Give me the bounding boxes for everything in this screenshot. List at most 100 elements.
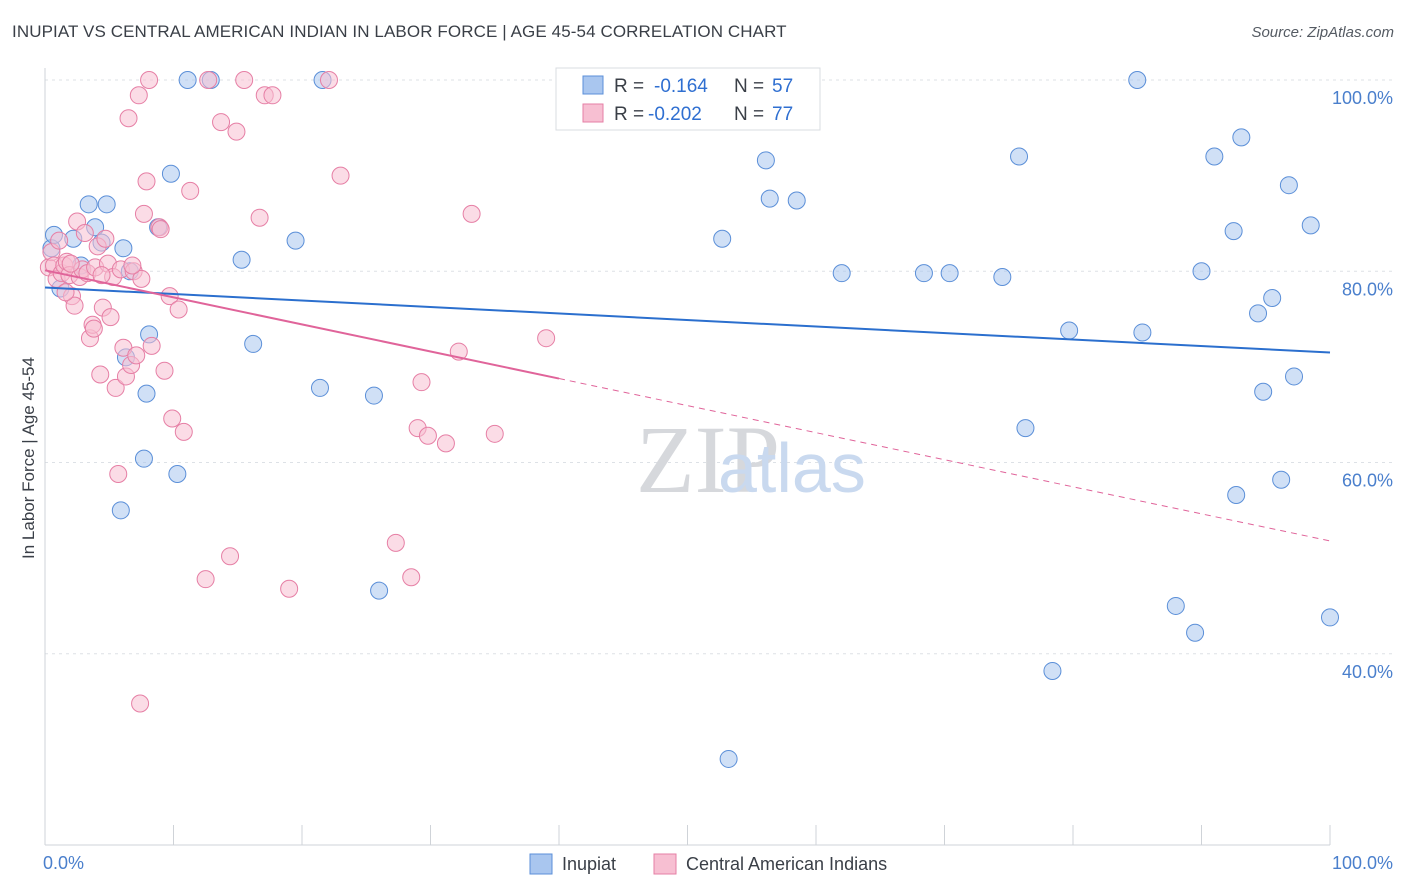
inupiat-point	[134, 449, 153, 468]
central-american-point	[84, 319, 103, 338]
central-american-point	[96, 229, 115, 248]
central-american-point	[137, 172, 156, 191]
inupiat-point	[1301, 216, 1320, 235]
tick-labels: 40.0% 60.0% 80.0% 100.0% 0.0% 100.0%	[43, 88, 1393, 873]
central-american-point	[250, 208, 269, 227]
inupiat-point	[1192, 262, 1211, 281]
trendline-inupiat	[44, 286, 1331, 354]
inupiat-point	[713, 229, 732, 248]
inupiat-point	[161, 164, 180, 183]
inupiat-point	[1060, 321, 1079, 340]
central-american-point	[280, 579, 299, 598]
inupiat-point	[1249, 304, 1268, 323]
stats-n-label-inupiat: N =	[734, 76, 764, 97]
inupiat-point	[114, 239, 133, 258]
central-american-point	[263, 86, 282, 105]
central-american-point	[412, 373, 431, 392]
watermark-zip: ZIP	[636, 406, 780, 513]
central-american-point	[221, 547, 240, 566]
inupiat-point	[370, 581, 389, 600]
central-american-point	[129, 86, 148, 105]
central-american-point	[65, 296, 84, 315]
inupiat-point	[310, 378, 329, 397]
central-american-point	[386, 533, 405, 552]
inupiat-point	[364, 386, 383, 405]
y-tick-label: 40.0%	[1342, 662, 1393, 682]
grid-lines	[45, 79, 1392, 655]
inupiat-point	[232, 250, 251, 269]
inupiat-point	[1224, 222, 1243, 241]
central-american-point	[227, 122, 246, 141]
stats-r-value-inupiat: -0.164	[654, 76, 708, 97]
inupiat-point	[1254, 382, 1273, 401]
central-american-point	[75, 224, 94, 242]
inupiat-point	[168, 464, 187, 483]
stats-n-value-inupiat: 57	[772, 76, 793, 97]
inupiat-point	[1285, 367, 1304, 386]
central-american-point	[169, 300, 188, 319]
central-american-point	[155, 361, 174, 380]
legend-label-inupiat: Inupiat	[562, 854, 616, 874]
inupiat-point	[137, 384, 156, 403]
inupiat-point	[1166, 596, 1185, 615]
inupiat-point	[719, 749, 738, 768]
central-american-point	[436, 434, 455, 453]
central-american-point	[56, 283, 75, 302]
inupiat-point	[756, 151, 775, 170]
central-american-point	[235, 71, 254, 89]
inupiat-point	[1272, 470, 1291, 489]
stats-legend: R = -0.164 N = 57 R = -0.202 N = 77	[555, 67, 821, 131]
trendline-central-american	[44, 269, 560, 380]
inupiat-point	[1232, 128, 1251, 147]
chart-title: INUPIAT VS CENTRAL AMERICAN INDIAN IN LA…	[12, 22, 787, 41]
inupiat-point	[1128, 71, 1147, 89]
central-american-point	[462, 204, 481, 223]
central-american-point	[132, 269, 151, 288]
stats-n-value-central-american: 77	[772, 104, 793, 125]
y-tick-label: 100.0%	[1332, 88, 1393, 108]
inupiat-point	[79, 195, 98, 214]
watermark: ZIP atlas	[636, 406, 866, 513]
central-american-point	[402, 568, 421, 587]
central-american-point	[537, 329, 556, 348]
central-american-point	[418, 426, 437, 445]
central-american-point	[92, 266, 111, 285]
inupiat-point	[940, 264, 959, 283]
chart-source: Source: ZipAtlas.com	[1251, 24, 1394, 41]
inupiat-point	[914, 264, 933, 283]
inupiat-point	[1263, 289, 1282, 308]
inupiat-point	[832, 264, 851, 283]
central-american-point	[140, 71, 159, 89]
inupiat-point	[1016, 419, 1035, 438]
central-american-point	[127, 346, 146, 365]
inupiat-point	[1186, 623, 1205, 642]
inupiat-point	[1279, 176, 1298, 195]
inupiat-point	[993, 267, 1012, 286]
central-american-point	[181, 181, 200, 200]
central-american-point	[212, 113, 231, 132]
central-american-point	[91, 365, 110, 384]
central-american-point	[151, 220, 170, 239]
central-american-point	[123, 256, 142, 275]
stats-r-label-inupiat: R =	[614, 76, 644, 97]
central-american-point	[163, 409, 182, 428]
legend-swatch-central-american	[653, 853, 677, 875]
central-american-point	[61, 254, 80, 273]
central-american-point	[119, 109, 138, 128]
central-american-point	[174, 422, 193, 441]
inupiat-point	[178, 71, 197, 89]
central-american-point	[196, 570, 215, 589]
watermark-atlas: atlas	[718, 429, 866, 507]
y-axis-label: In Labor Force | Age 45-54	[19, 357, 38, 559]
central-american-point	[142, 336, 161, 355]
stats-swatch-inupiat	[582, 75, 604, 95]
central-american-point	[131, 694, 150, 713]
stats-r-label-central-american: R =	[614, 104, 644, 125]
central-american-point	[199, 71, 218, 89]
central-american-point	[50, 231, 69, 250]
data-points	[39, 71, 1339, 768]
central-american-point	[319, 71, 338, 89]
legend-label-central-american: Central American Indians	[686, 854, 887, 874]
series-legend: Inupiat Central American Indians	[529, 853, 887, 875]
